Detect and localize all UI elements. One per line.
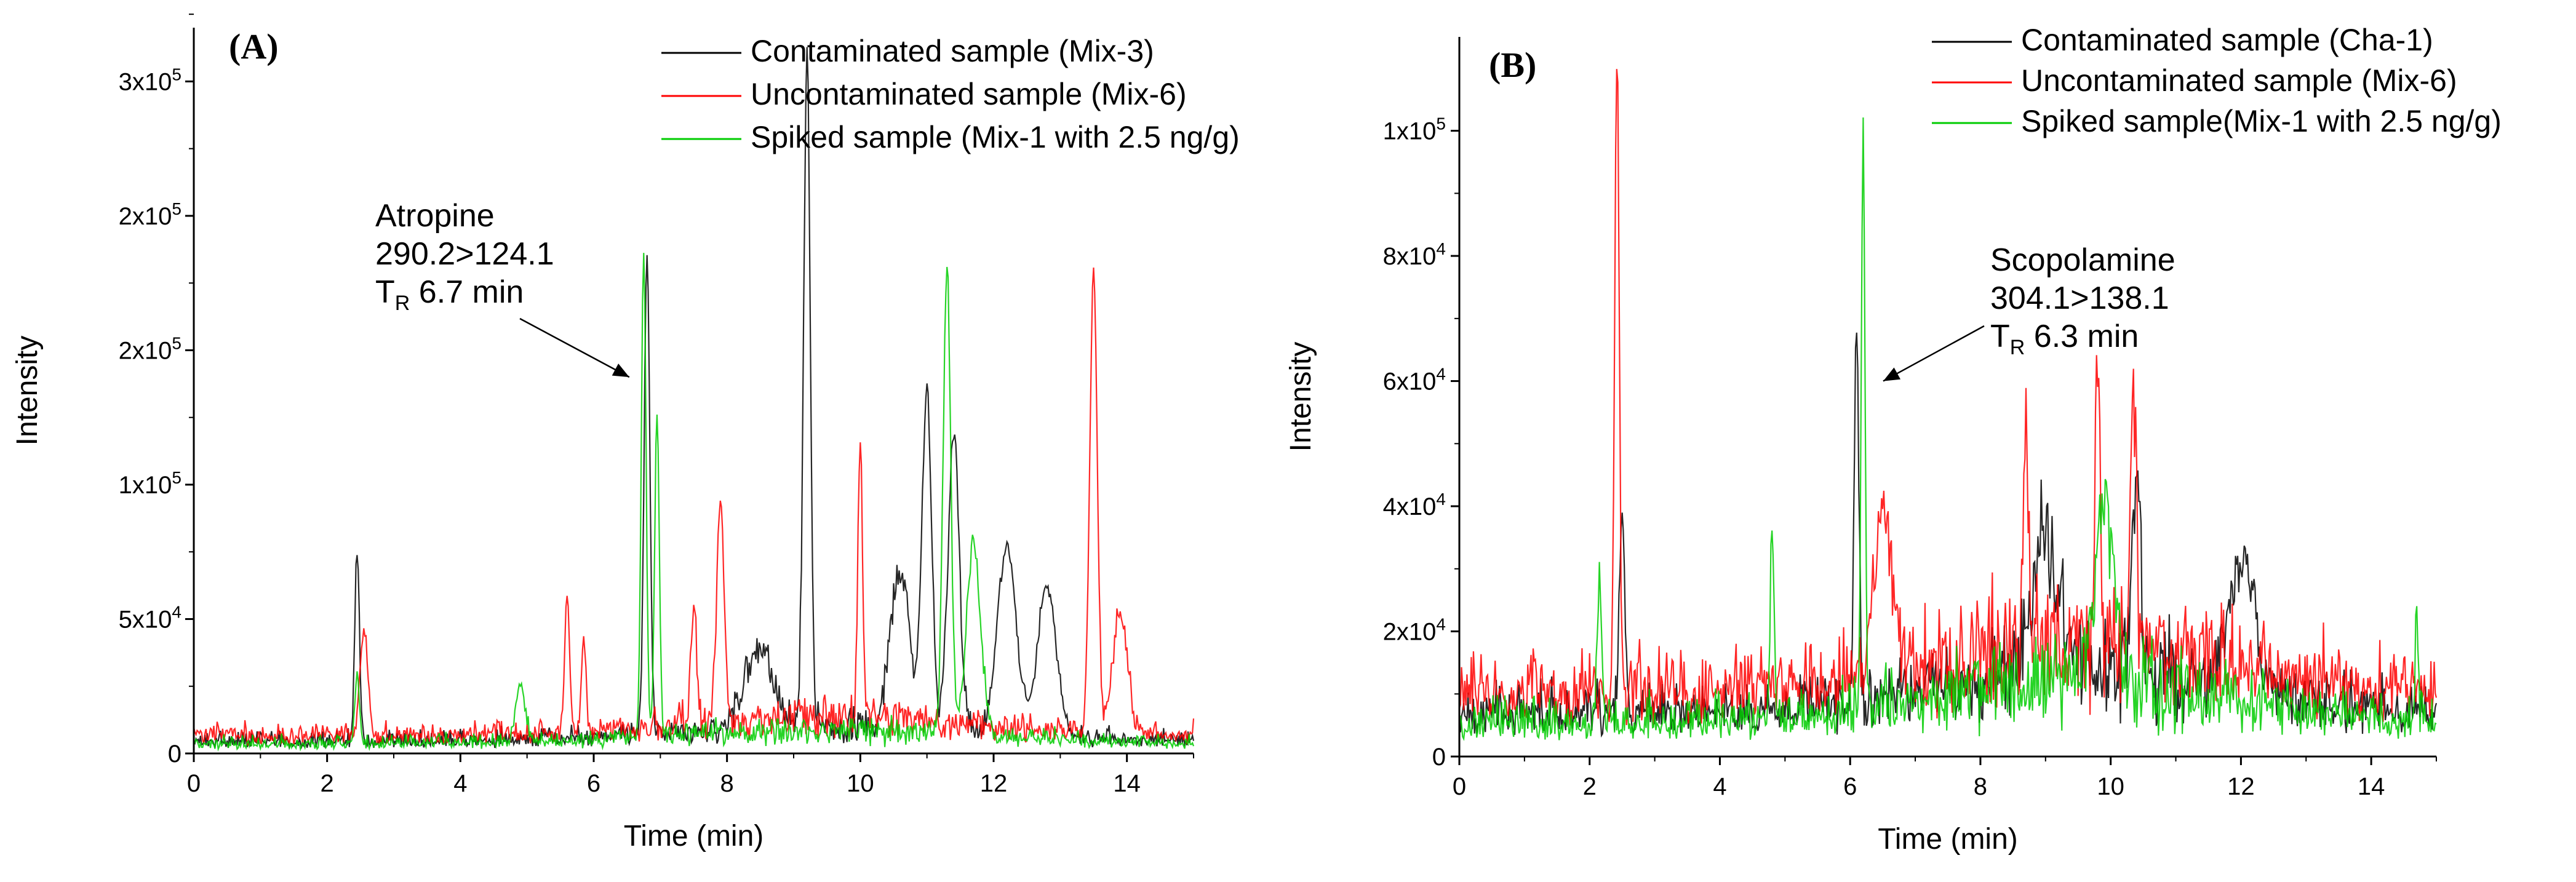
x-tick-label: 14	[1113, 770, 1141, 797]
x-tick-label: 4	[1713, 773, 1726, 800]
x-tick-label: 14	[2358, 773, 2385, 800]
legend: Contaminated sample (Cha-1) Uncontaminate…	[1932, 23, 2502, 138]
y-tick-label: 2x105	[119, 333, 181, 364]
x-tick-label: 2	[321, 770, 334, 797]
legend-label: Contaminated sample (Cha-1)	[2021, 23, 2433, 57]
legend-label: Spiked sample(Mix-1 with 2.5 ng/g)	[2021, 104, 2502, 138]
y-tick-label: 1x105	[1383, 114, 1446, 145]
series-line-uncontaminated	[193, 268, 1195, 746]
x-axis-title: Time (min)	[1878, 823, 2018, 856]
x-tick-label: 2	[1583, 773, 1597, 800]
y-tick-label: 3x105	[119, 65, 181, 95]
x-tick-label: 6	[1843, 773, 1857, 800]
chart-panel-a: 0246810121405x1041x1052x1052x1053x1053x1…	[11, 14, 1240, 852]
legend-label: Contaminated sample (Mix-3)	[751, 34, 1154, 68]
x-axis-title: Time (min)	[624, 820, 764, 852]
series-line-uncontaminated	[1458, 69, 2438, 726]
y-tick-label: 0	[1432, 744, 1446, 771]
series-line-spiked	[193, 253, 1195, 752]
x-tick-label: 10	[847, 770, 874, 797]
y-axis-title: Intensity	[11, 336, 44, 446]
annotation-compound: Scopolamine	[1990, 242, 2175, 278]
y-tick-label: 8x104	[1383, 239, 1446, 270]
annotation-transition: 304.1>138.1	[1990, 280, 2169, 316]
annotation-compound: Atropine	[375, 198, 495, 234]
y-tick-label: 5x104	[119, 602, 181, 633]
y-axis-title: Intensity	[1285, 342, 1317, 452]
legend-label: Uncontaminated sample (Mix-6)	[2021, 63, 2457, 98]
annotation-arrow	[1883, 325, 1985, 382]
y-tick-label: 4x104	[1383, 490, 1446, 520]
chart-panel-b: 0 2 4 6 8 10 12 14 0 2x104 4x104 6x104 8x104 1x105 Tim…	[1285, 23, 2502, 856]
legend: Contaminated sample (Mix-3) Uncontaminate…	[661, 34, 1240, 154]
x-tick-label: 12	[2227, 773, 2255, 800]
x-tick-label: 4	[453, 770, 467, 797]
x-tick-label: 12	[980, 770, 1008, 797]
legend-label: Uncontaminated sample (Mix-6)	[751, 77, 1187, 111]
y-tick-label: 0	[168, 741, 181, 768]
series-line-spiked	[1458, 117, 2437, 741]
y-tick-label: 2x105	[119, 199, 181, 230]
annotation-arrowhead	[1883, 367, 1901, 381]
annotation-arrowhead	[612, 364, 629, 378]
x-tick-label: 10	[2097, 773, 2124, 800]
annotation-retention-time: TR 6.7 min	[375, 274, 524, 315]
x-tick-label: 8	[1974, 773, 1987, 800]
y-tick-label: 2x104	[1383, 615, 1446, 646]
x-tick-label: 0	[187, 770, 201, 797]
x-tick-label: 8	[720, 770, 734, 797]
annotation-arrow	[519, 317, 630, 378]
legend-label: Spiked sample (Mix-1 with 2.5 ng/g)	[751, 120, 1240, 154]
y-tick-label: 1x105	[119, 468, 181, 499]
panel-label: (A)	[229, 26, 279, 66]
x-tick-label: 0	[1453, 773, 1466, 800]
annotation-retention-time: TR 6.3 min	[1990, 319, 2139, 359]
x-tick-label: 6	[587, 770, 600, 797]
y-tick-label: 6x104	[1383, 365, 1446, 395]
annotation-transition: 290.2>124.1	[375, 236, 554, 272]
panel-label: (B)	[1489, 45, 1536, 85]
